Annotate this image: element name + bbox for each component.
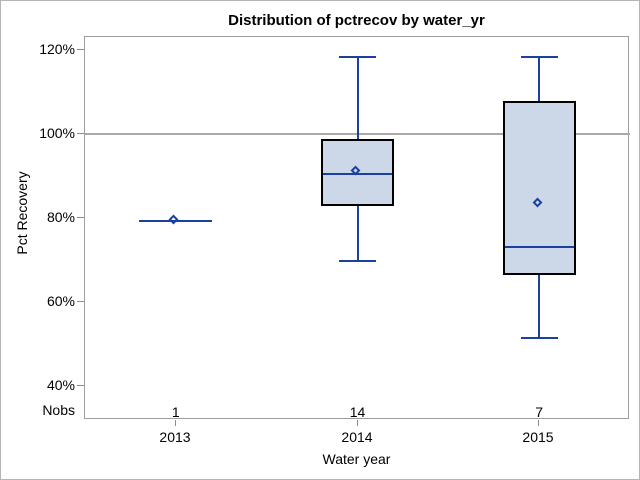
median-line — [504, 246, 574, 248]
x-axis-title: Water year — [322, 451, 391, 467]
x-tick-mark — [175, 420, 176, 426]
median-line — [323, 173, 392, 175]
whisker-upper — [356, 57, 359, 139]
x-tick-mark — [538, 420, 539, 426]
x-tick-mark — [357, 420, 358, 426]
mean-diamond-marker — [168, 214, 179, 224]
whisker-cap-lower — [520, 337, 558, 339]
whisker-cap-upper — [339, 56, 376, 58]
x-tick-label: 2014 — [341, 429, 373, 445]
y-tick-label: 60% — [46, 293, 75, 309]
y-tick-label: 100% — [39, 125, 75, 141]
nobs-value: 7 — [535, 404, 544, 420]
y-tick-mark — [77, 301, 84, 302]
nobs-value: 14 — [349, 404, 366, 420]
nobs-value: 1 — [171, 404, 180, 420]
plot-area: 1 14 7 — [84, 36, 630, 420]
x-tick-label: 2015 — [522, 429, 554, 445]
y-tick-label: 40% — [46, 377, 75, 393]
y-tick-mark — [77, 49, 84, 50]
y-tick-mark — [77, 217, 84, 218]
whisker-cap-upper — [520, 56, 558, 58]
y-tick-label: 120% — [39, 41, 75, 57]
whisker-lower — [356, 206, 359, 261]
box-iqr — [321, 139, 394, 206]
x-tick-label: 2013 — [159, 429, 191, 445]
chart-title: Distribution of pctrecov by water_yr — [228, 12, 485, 29]
y-tick-label: 80% — [46, 209, 75, 225]
whisker-upper — [538, 57, 541, 101]
nobs-row-label: Nobs — [42, 402, 75, 418]
box-iqr — [502, 101, 576, 275]
y-tick-mark — [77, 385, 84, 386]
y-tick-mark — [77, 133, 84, 134]
median-line — [139, 220, 213, 222]
whisker-cap-lower — [339, 260, 376, 262]
whisker-lower — [538, 275, 541, 338]
